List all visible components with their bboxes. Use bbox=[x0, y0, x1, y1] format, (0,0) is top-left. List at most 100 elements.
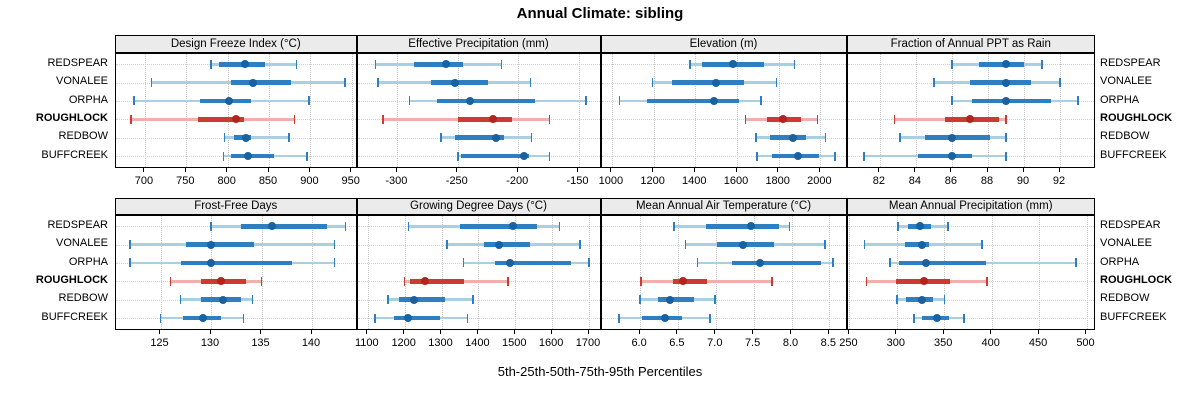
median-dot bbox=[947, 133, 956, 142]
whisker-cap-low bbox=[223, 133, 226, 143]
whisker-cap-low bbox=[382, 114, 384, 124]
figure-title: Annual Climate: sibling bbox=[516, 5, 684, 22]
axis-tick-label: 135 bbox=[251, 337, 270, 349]
median-dot bbox=[918, 295, 927, 304]
axis-tick-mark bbox=[366, 330, 368, 334]
axis-tick-label: 86 bbox=[944, 175, 958, 187]
axis-tick-label: 92 bbox=[1052, 175, 1066, 187]
whisker-cap-low bbox=[889, 258, 891, 268]
axis-tick-mark bbox=[350, 168, 352, 172]
whisker-cap-low bbox=[374, 313, 376, 323]
percentile-25-75-bar bbox=[393, 315, 440, 321]
axis-tick-mark bbox=[790, 330, 791, 334]
whisker-cap-high bbox=[260, 276, 263, 286]
axis-tick-mark bbox=[847, 330, 849, 334]
vertical-gridline bbox=[1086, 215, 1088, 329]
whisker-cap-low bbox=[933, 78, 935, 88]
whisker-cap-low bbox=[639, 295, 641, 305]
median-dot bbox=[207, 240, 215, 249]
vertical-gridline bbox=[186, 53, 188, 167]
panel-strip-title: Mean Annual Air Temperature (°C) bbox=[600, 197, 847, 215]
axis-tick-mark bbox=[752, 330, 754, 334]
axis-tick-label: 130 bbox=[200, 337, 220, 349]
percentile-25-75-bar bbox=[969, 80, 1032, 85]
median-dot bbox=[778, 115, 787, 124]
panel-plot-area bbox=[115, 52, 357, 168]
axis-tick-mark bbox=[143, 168, 145, 172]
vertical-gridline bbox=[715, 215, 717, 329]
axis-tick-label: 500 bbox=[1076, 337, 1095, 349]
median-dot bbox=[198, 314, 207, 322]
median-dot bbox=[409, 295, 418, 304]
whisker-cap-low bbox=[744, 114, 747, 124]
axis-tick-mark bbox=[226, 168, 228, 172]
vertical-gridline bbox=[397, 53, 399, 167]
site-label-right: VONALEE bbox=[1100, 75, 1152, 88]
axis-tick-label: 700 bbox=[134, 175, 154, 187]
axis-tick-mark bbox=[184, 168, 186, 172]
median-dot bbox=[267, 222, 276, 231]
axis-tick-mark bbox=[209, 330, 211, 334]
whisker-cap-high bbox=[588, 258, 590, 268]
vertical-gridline bbox=[227, 53, 229, 167]
vertical-gridline bbox=[737, 53, 738, 167]
median-dot bbox=[421, 277, 429, 286]
axis-tick-mark bbox=[267, 168, 269, 172]
axis-tick-mark bbox=[516, 168, 518, 172]
axis-tick-mark bbox=[676, 330, 678, 334]
whisker-cap-high bbox=[714, 295, 716, 305]
axis-tick-label: -150 bbox=[566, 175, 589, 187]
percentile-25-75-bar bbox=[241, 224, 328, 229]
percentile-25-75-bar bbox=[455, 135, 504, 140]
percentile-25-75-bar bbox=[672, 80, 745, 85]
axis-tick-mark bbox=[777, 168, 779, 172]
site-label-right: ORPHA bbox=[1100, 93, 1140, 106]
whisker-cap-high bbox=[775, 78, 778, 88]
percentile-25-75-bar bbox=[898, 260, 986, 266]
panel-strip-title: Growing Degree Days (°C) bbox=[356, 197, 601, 215]
whisker-cap-high bbox=[760, 96, 762, 106]
whisker-cap-low bbox=[210, 221, 212, 231]
whisker-cap-high bbox=[333, 258, 335, 268]
site-label-left: ORPHA bbox=[68, 255, 108, 268]
whisker-cap-low bbox=[130, 114, 132, 124]
axis-tick-mark bbox=[308, 168, 310, 172]
vertical-gridline bbox=[518, 53, 520, 167]
vertical-gridline bbox=[211, 215, 212, 329]
whisker-cap-high bbox=[824, 240, 826, 250]
axis-tick-label: 6.5 bbox=[669, 337, 685, 349]
axis-tick-label: 900 bbox=[300, 175, 319, 187]
vertical-gridline bbox=[896, 215, 898, 329]
site-label-left: REDBOW bbox=[58, 292, 109, 305]
axis-tick-label: 350 bbox=[934, 337, 953, 349]
median-dot bbox=[225, 96, 234, 105]
axis-tick-mark bbox=[878, 168, 880, 172]
vertical-gridline bbox=[611, 53, 613, 167]
median-dot bbox=[679, 277, 688, 286]
median-dot bbox=[920, 277, 929, 286]
horizontal-gridline bbox=[357, 318, 600, 319]
panel-plot-area bbox=[846, 52, 1095, 168]
site-label-left: ROUGHLOCK bbox=[35, 273, 108, 286]
whisker-cap-high bbox=[981, 240, 983, 250]
percentile-25-75-bar bbox=[414, 62, 463, 67]
site-label-right: ROUGHLOCK bbox=[1100, 273, 1173, 286]
horizontal-gridline bbox=[847, 318, 1094, 319]
panel-strip-title: Fraction of Annual PPT as Rain bbox=[846, 35, 1095, 53]
median-dot bbox=[915, 222, 924, 231]
median-dot bbox=[666, 295, 675, 304]
whisker-cap-high bbox=[466, 313, 469, 323]
whisker-cap-high bbox=[834, 151, 836, 161]
whisker-cap-high bbox=[1077, 96, 1079, 106]
vertical-gridline bbox=[478, 215, 480, 329]
percentile-25-75-bar bbox=[657, 297, 694, 302]
whisker-cap-high bbox=[293, 114, 296, 124]
whisker-cap-high bbox=[1005, 151, 1007, 161]
axis-tick-label: 1200 bbox=[391, 337, 416, 349]
percentile-25-75-bar bbox=[231, 153, 274, 159]
whisker-cap-high bbox=[295, 59, 297, 69]
whisker-cap-high bbox=[306, 151, 308, 161]
median-dot bbox=[712, 78, 721, 87]
median-dot bbox=[1002, 78, 1010, 87]
whisker-cap-high bbox=[771, 276, 773, 286]
